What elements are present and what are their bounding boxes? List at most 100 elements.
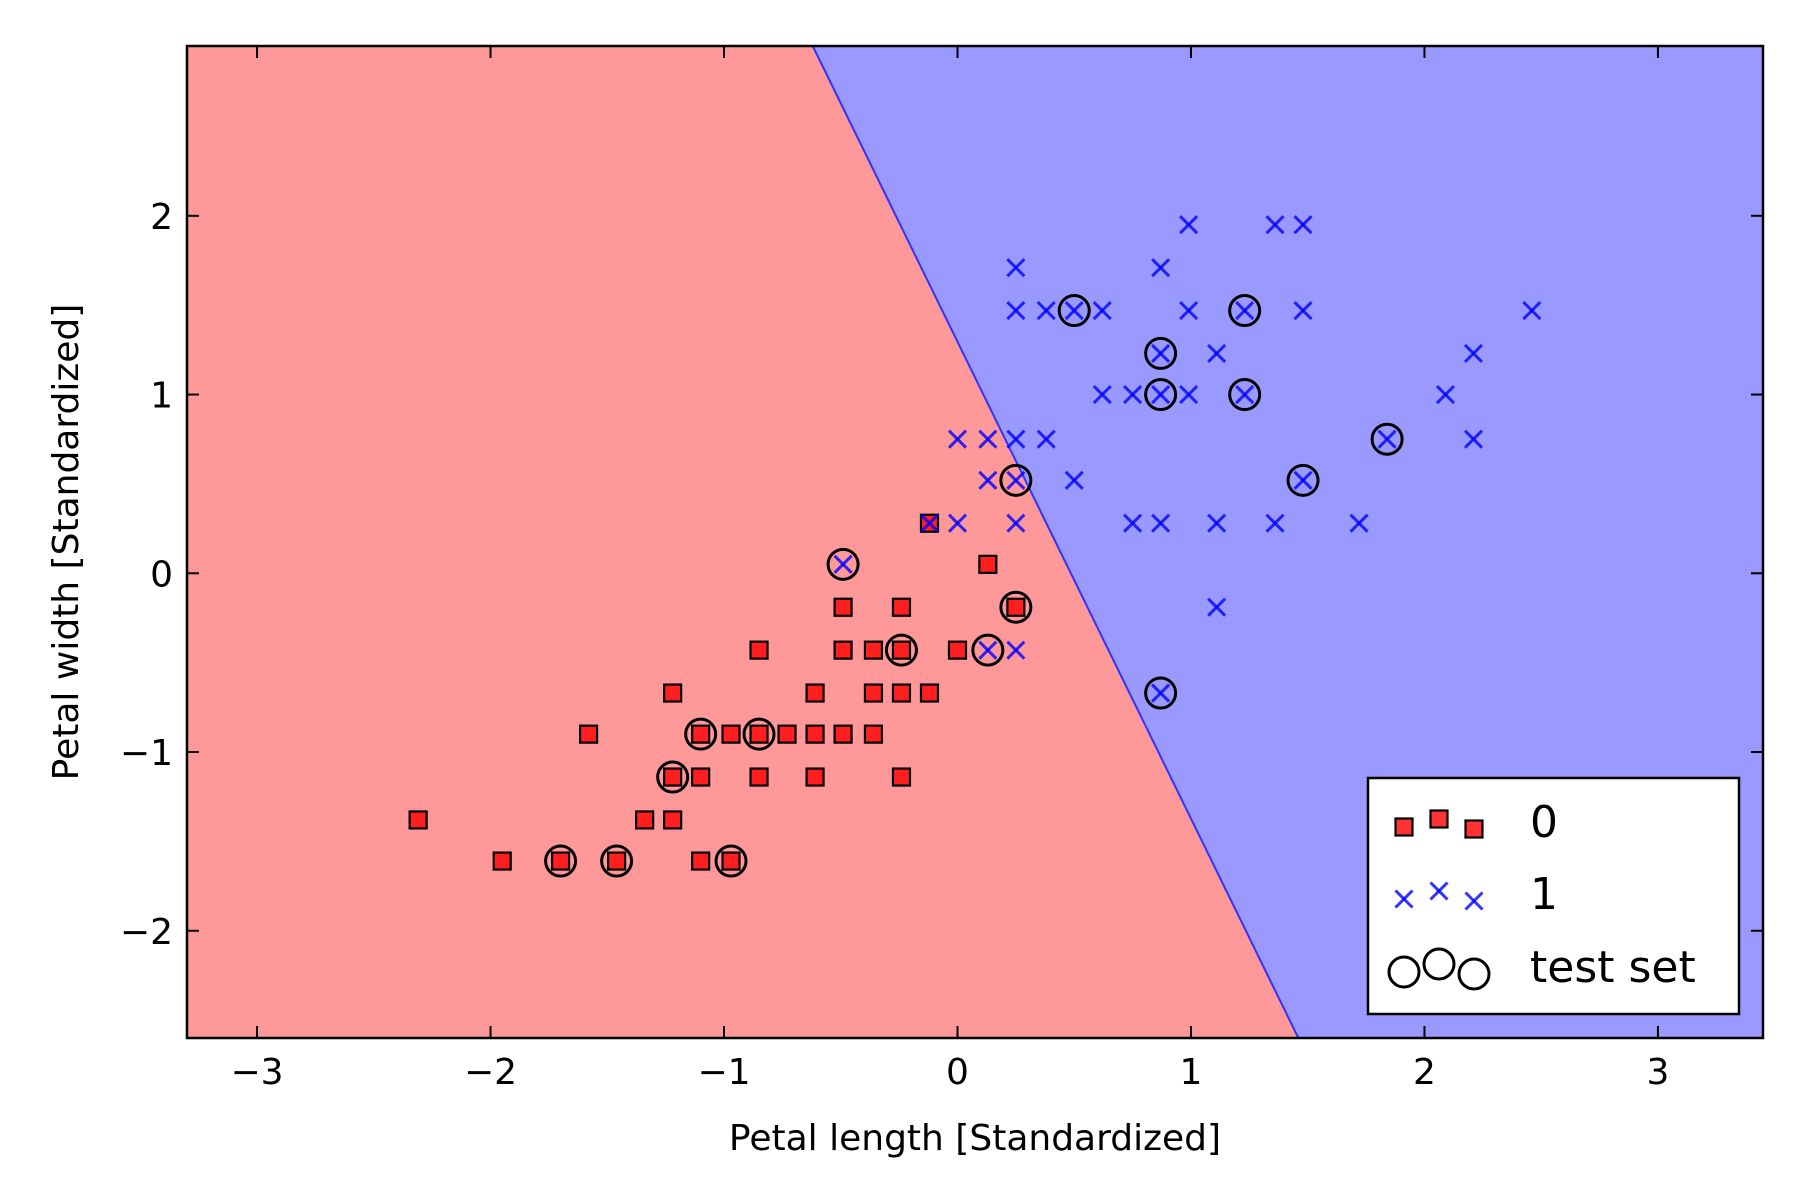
legend-item: test set bbox=[1387, 942, 1696, 993]
marker-stroke bbox=[1006, 300, 1026, 321]
data-point-class-0 bbox=[863, 683, 884, 703]
data-point-class-0 bbox=[749, 640, 769, 660]
data-point-test-set bbox=[684, 717, 718, 751]
data-point-class-0 bbox=[550, 851, 571, 871]
data-point-class-0 bbox=[863, 724, 884, 744]
data-point-class-0 bbox=[833, 724, 853, 744]
y-axis-label: Petal width [Standardized] bbox=[46, 304, 87, 781]
marker-stroke bbox=[1151, 258, 1171, 278]
y-tick-label: −1 bbox=[120, 733, 173, 774]
data-point-test-set bbox=[826, 547, 860, 581]
marker-stroke bbox=[1463, 343, 1484, 363]
marker-stroke bbox=[1463, 429, 1484, 449]
legend-label: 0 bbox=[1530, 797, 1558, 848]
marker-stroke bbox=[1265, 513, 1285, 533]
marker-stroke bbox=[1151, 513, 1171, 533]
marker-stroke bbox=[1293, 300, 1313, 321]
marker-stroke bbox=[1435, 384, 1456, 405]
marker-stroke bbox=[1464, 891, 1484, 911]
marker-stroke bbox=[1179, 300, 1199, 321]
y-axis-ticks: −2 −1 0 1 2 bbox=[120, 197, 1763, 953]
data-point-class-1 bbox=[1151, 258, 1171, 278]
data-point-class-0 bbox=[749, 724, 769, 744]
data-point-class-0 bbox=[947, 640, 968, 660]
data-point-class-1 bbox=[1006, 470, 1026, 490]
plot-frame bbox=[185, 44, 1765, 1040]
data-point-class-1 bbox=[1036, 429, 1056, 449]
marker-stroke bbox=[1006, 429, 1026, 449]
data-point-class-0 bbox=[663, 683, 683, 703]
data-point-class-0 bbox=[891, 767, 912, 787]
data-point-class-0 bbox=[578, 724, 599, 744]
data-point-class-1 bbox=[978, 429, 998, 449]
legend-marker-x bbox=[1464, 891, 1484, 911]
data-point-class-1 bbox=[1006, 300, 1026, 321]
data-point-class-1 bbox=[1151, 683, 1171, 703]
marker-stroke bbox=[1265, 215, 1285, 235]
marker-stroke bbox=[1522, 300, 1542, 321]
data-point-test-set bbox=[600, 844, 634, 878]
data-point-class-1 bbox=[1179, 300, 1199, 321]
data-point-class-1 bbox=[1179, 384, 1199, 405]
data-point-class-1 bbox=[1377, 429, 1397, 449]
data-point-class-1 bbox=[1006, 429, 1026, 449]
legend-marker-circle bbox=[1457, 957, 1491, 991]
legend-item: 0 bbox=[1394, 797, 1558, 848]
y-tick-label: 2 bbox=[150, 197, 173, 238]
marker-stroke bbox=[978, 470, 998, 490]
x-tick-label: 3 bbox=[1646, 1052, 1669, 1093]
marker-stroke bbox=[1036, 300, 1056, 321]
data-point-test-set bbox=[1228, 378, 1262, 412]
marker-stroke bbox=[1064, 470, 1084, 490]
data-point-class-0 bbox=[691, 767, 711, 787]
data-point-test-set bbox=[714, 844, 748, 878]
legend-marker-circle bbox=[1422, 947, 1456, 981]
marker-stroke bbox=[1006, 640, 1026, 660]
data-point-class-0 bbox=[919, 683, 940, 703]
data-point-class-0 bbox=[1006, 597, 1026, 617]
marker-stroke bbox=[1006, 513, 1026, 533]
marker-stroke bbox=[1123, 513, 1143, 533]
marker-stroke bbox=[1377, 429, 1397, 449]
data-point-class-1 bbox=[1207, 597, 1227, 617]
data-point-class-1 bbox=[1151, 343, 1171, 363]
marker-stroke bbox=[1036, 429, 1056, 449]
x-tick-label: 2 bbox=[1413, 1052, 1436, 1093]
data-point-class-1 bbox=[1265, 215, 1285, 235]
x-tick-label: −1 bbox=[697, 1052, 750, 1093]
data-point-class-0 bbox=[891, 683, 912, 703]
series-class-1 bbox=[833, 215, 1542, 703]
data-point-test-set bbox=[1057, 294, 1091, 328]
marker-stroke bbox=[1092, 300, 1112, 321]
data-point-class-1 bbox=[1179, 215, 1199, 235]
marker-stroke bbox=[919, 513, 940, 533]
data-point-test-set bbox=[884, 633, 918, 667]
marker-stroke bbox=[1151, 683, 1171, 703]
data-point-class-0 bbox=[863, 640, 884, 660]
data-point-test-set bbox=[1370, 422, 1404, 456]
data-point-class-0 bbox=[607, 851, 627, 871]
data-point-class-1 bbox=[1235, 384, 1255, 405]
legend-item: 1 bbox=[1394, 869, 1558, 920]
marker-stroke bbox=[1179, 384, 1199, 405]
data-point-class-1 bbox=[1207, 343, 1227, 363]
data-point-test-set bbox=[656, 760, 690, 794]
data-point-test-set bbox=[1144, 336, 1178, 370]
data-point-class-0 bbox=[891, 597, 912, 617]
marker-stroke bbox=[1092, 384, 1112, 405]
data-point-class-0 bbox=[833, 640, 853, 660]
legend-marker-x bbox=[1429, 881, 1449, 901]
marker-stroke bbox=[1394, 889, 1414, 909]
legend-marker-square bbox=[1464, 819, 1484, 839]
data-point-class-1 bbox=[1293, 300, 1313, 321]
data-point-class-1 bbox=[947, 513, 968, 533]
data-point-class-1 bbox=[1092, 384, 1112, 405]
data-point-class-1 bbox=[1293, 215, 1313, 235]
y-tick-label: 0 bbox=[150, 554, 173, 595]
legend-label: test set bbox=[1530, 942, 1696, 993]
legend-marker-x bbox=[1394, 889, 1414, 909]
marker-stroke bbox=[1123, 384, 1143, 405]
marker-stroke bbox=[1235, 384, 1255, 405]
marker-stroke bbox=[1064, 300, 1084, 321]
data-point-class-0 bbox=[805, 724, 825, 744]
